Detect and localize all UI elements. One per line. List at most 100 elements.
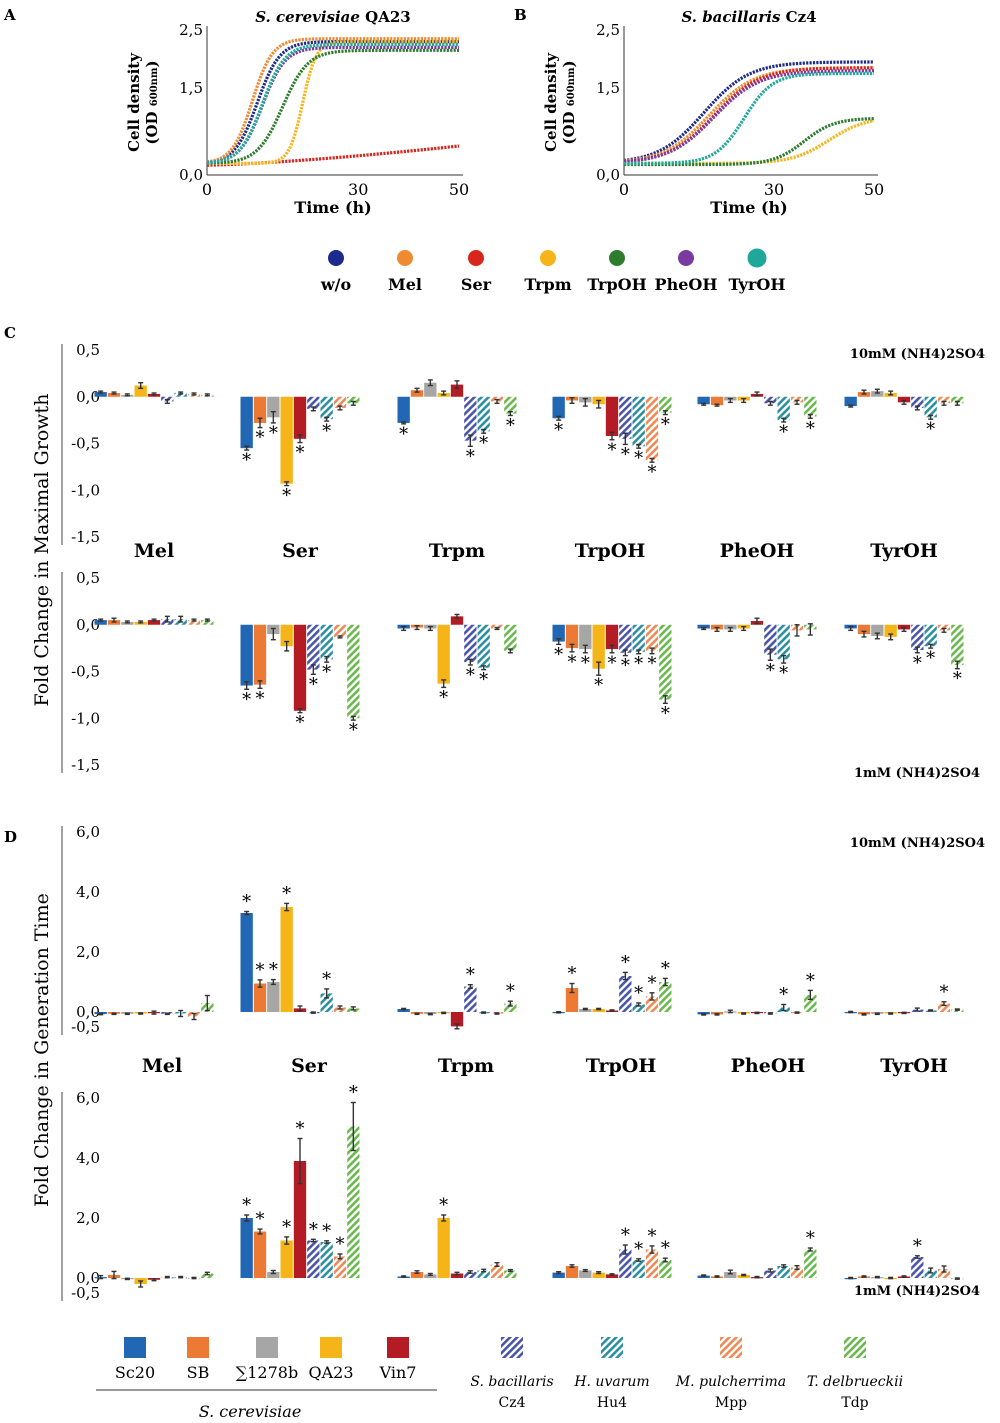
legend-strain: Mpp [715, 1395, 747, 1411]
bar-hu4 [924, 624, 937, 647]
bar-hu4 [477, 1270, 490, 1278]
bar-tdp [201, 620, 214, 625]
bar-sb [410, 1272, 424, 1278]
bar-s1278b [267, 396, 280, 418]
bar-group-trpoh: *** ** [552, 952, 672, 1014]
y-tick-label: 0,0 [76, 616, 100, 634]
significance-star: * [806, 418, 815, 439]
bar-group-trpoh: ** * *** [552, 396, 672, 483]
bar-mpp [645, 996, 659, 1012]
cerevisiae-group-label: S. cerevisiae [199, 1402, 302, 1421]
significance-star: * [806, 1228, 815, 1249]
bar-cz4 [619, 1249, 632, 1278]
significance-star: * [322, 662, 331, 683]
significance-star: * [282, 486, 291, 507]
bar-hu4 [777, 624, 790, 660]
significance-star: * [634, 983, 643, 1004]
bar-sb [857, 624, 871, 635]
bar-s1278b [724, 1272, 737, 1278]
bar-sc20 [697, 624, 710, 629]
significance-star: * [661, 958, 670, 979]
significance-star: * [309, 1219, 318, 1240]
growth-curve [623, 69, 875, 164]
x-axis-label: Time (h) [710, 198, 787, 217]
growth-chart-b: S. bacillaris Cz4 0,0 1,5 2,5 0 30 50 Time (h) C… [542, 8, 884, 217]
x-tick-label: 50 [449, 180, 469, 199]
bar-mpp [490, 624, 504, 629]
significance-star: * [581, 653, 590, 674]
significance-star: * [349, 720, 358, 741]
growth-curve [623, 117, 875, 167]
bar-hu4 [174, 393, 187, 397]
panel-label-b: B [514, 6, 527, 24]
bar-tdp [504, 396, 517, 414]
legend-label: Vin7 [379, 1363, 417, 1382]
bar-group-tyroh: * ** [844, 624, 964, 690]
bar-tdp [659, 624, 672, 700]
bar-sc20 [94, 392, 107, 397]
category-label-mel: Mel [134, 540, 174, 562]
legend-strain: Tdp [841, 1395, 868, 1411]
growth-curve [623, 66, 875, 164]
bar-qa23 [592, 1009, 605, 1012]
bar-mpp [645, 1249, 659, 1278]
bar-group-trpm: **** [397, 379, 517, 467]
growth-curve [206, 39, 459, 165]
bar-tdp [504, 624, 517, 651]
legend-swatch [601, 1337, 623, 1358]
category-label-ser: Ser [291, 1055, 328, 1077]
bar-sc20 [397, 1009, 410, 1012]
bar-tdp [951, 396, 964, 404]
bar-cz4 [464, 624, 477, 663]
bar-s1278b [579, 624, 592, 650]
bar-hu4 [477, 624, 490, 668]
growth-curve [206, 48, 460, 165]
significance-star: * [296, 713, 305, 734]
bar-sc20 [94, 620, 107, 625]
category-labels-d: Mel Ser Trpm TrpOH PheOH TyrOH [142, 1055, 948, 1077]
significance-star: * [242, 450, 251, 471]
y-tick-label: 2,5 [596, 21, 620, 39]
bar-group-mel [94, 1270, 214, 1288]
bar-sc20 [552, 1272, 565, 1278]
bar-mpp [333, 1256, 347, 1278]
legend-label: TrpOH [587, 275, 646, 294]
bar-sb [710, 396, 724, 406]
legend-swatch [187, 1337, 209, 1358]
bar-vin7 [450, 616, 464, 625]
strain-legend: Sc20 SB ∑1278b QA23 Vin7 S. cerevisiae S. baci… [96, 1337, 903, 1421]
y-axis-label-unit: (OD 600nm) [560, 60, 578, 144]
bar-sc20 [240, 913, 253, 1012]
bar-hu4 [320, 993, 333, 1012]
bar-s1278b [267, 982, 280, 1012]
bar-group-trpm: ** [397, 965, 517, 1030]
legend-swatch [720, 1337, 742, 1358]
bar-qa23 [592, 1272, 605, 1278]
bar-chart-d-1mm: 6,04,02,00,0-0,5 1mM (NH4)2SO4** *** ******… [61, 1083, 980, 1302]
legend-swatch [501, 1337, 523, 1358]
growth-series-Mel [206, 37, 459, 164]
bar-tdp [347, 624, 360, 719]
x-tick-label: 50 [864, 180, 884, 199]
significance-star: * [349, 1083, 358, 1104]
significance-star: * [926, 419, 935, 440]
legend-strain: Hu4 [597, 1395, 627, 1411]
significance-star: * [661, 703, 670, 724]
bar-mpp [645, 624, 659, 651]
category-label-trpm: Trpm [429, 540, 485, 562]
y-tick-label: 2,0 [76, 1209, 100, 1227]
bar-mpp [187, 620, 201, 625]
bar-mpp [790, 1267, 804, 1278]
bar-mpp [333, 624, 347, 637]
significance-star: * [940, 982, 949, 1003]
significance-star: * [439, 1195, 448, 1216]
legend-item-tyroh: TyrOH [729, 248, 785, 294]
bar-sb [565, 988, 579, 1012]
significance-star: * [269, 960, 278, 981]
legend-label: Ser [461, 275, 492, 294]
category-label-pheoh: PheOH [720, 540, 795, 562]
bar-vin7 [293, 1161, 307, 1278]
significance-star: * [242, 892, 251, 913]
